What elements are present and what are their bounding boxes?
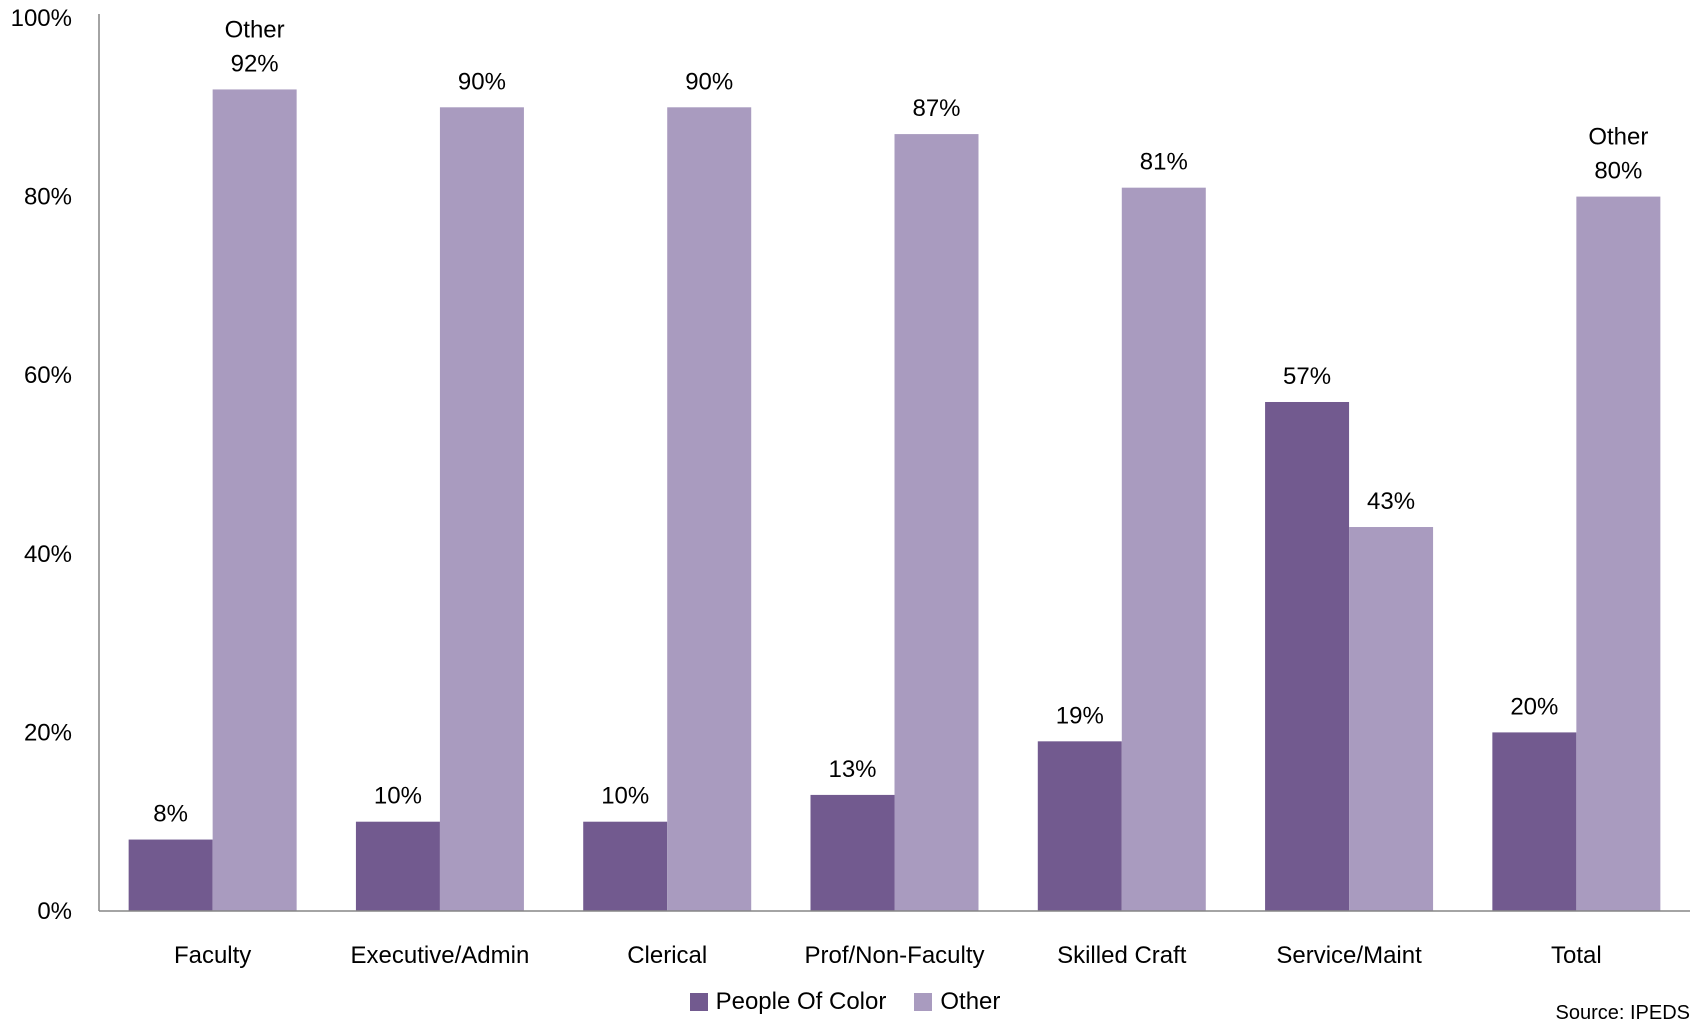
bar-people-of-color xyxy=(583,821,668,911)
source-note: Source: IPEDS xyxy=(1555,1002,1690,1024)
data-label: 92% xyxy=(231,50,279,77)
y-tick-label: 100% xyxy=(11,5,72,32)
data-label: 13% xyxy=(828,756,876,783)
legend-label-people-of-color: People Of Color xyxy=(715,988,887,1015)
legend-swatch-people-of-color xyxy=(689,993,708,1011)
x-tick-label: Skilled Craft xyxy=(1057,942,1187,969)
data-label: 8% xyxy=(153,801,188,828)
y-tick-label: 20% xyxy=(24,719,72,746)
legend-swatch-other xyxy=(914,993,933,1011)
y-tick-label: 0% xyxy=(37,898,72,925)
bar-other xyxy=(439,107,524,912)
data-label: 10% xyxy=(601,783,649,810)
bar-other xyxy=(1349,527,1434,911)
legend: People Of Color Other xyxy=(0,990,1690,1014)
x-tick-label: Executive/Admin xyxy=(351,942,530,969)
data-label-series-name: Other xyxy=(225,16,285,43)
bar-other xyxy=(1576,196,1661,912)
x-tick-label: Service/Maint xyxy=(1276,942,1422,969)
bar-other xyxy=(667,107,752,912)
y-tick-label: 80% xyxy=(24,184,72,211)
data-label: 90% xyxy=(458,68,506,95)
legend-item-other: Other xyxy=(914,990,1000,1014)
legend-item-people-of-color: People Of Color xyxy=(689,988,887,1015)
bar-people-of-color xyxy=(1265,401,1350,911)
data-label: 43% xyxy=(1367,488,1415,515)
legend-label-other: Other xyxy=(940,988,1001,1015)
x-tick-label: Clerical xyxy=(627,942,707,969)
bar-other xyxy=(212,89,297,911)
x-tick-label: Total xyxy=(1551,942,1602,969)
bar-other xyxy=(1121,187,1206,912)
y-tick-label: 40% xyxy=(24,541,72,568)
bar-other xyxy=(894,134,979,912)
data-label: 10% xyxy=(374,783,422,810)
x-tick-label: Faculty xyxy=(174,942,251,969)
data-label: 87% xyxy=(912,95,960,122)
bar-people-of-color xyxy=(355,821,440,911)
data-label: 81% xyxy=(1140,149,1188,176)
bar-people-of-color xyxy=(1492,732,1577,911)
y-tick-label: 60% xyxy=(24,362,72,389)
data-label: 80% xyxy=(1594,158,1642,185)
data-label: 90% xyxy=(685,68,733,95)
x-tick-label: Prof/Non-Faculty xyxy=(804,942,984,969)
data-label: 20% xyxy=(1510,693,1558,720)
bar-people-of-color xyxy=(810,794,895,911)
bar-people-of-color xyxy=(128,839,213,911)
data-label: 57% xyxy=(1283,363,1331,390)
bar-people-of-color xyxy=(1037,741,1122,911)
data-label: 19% xyxy=(1056,702,1104,729)
data-label-series-name: Other xyxy=(1588,124,1648,151)
